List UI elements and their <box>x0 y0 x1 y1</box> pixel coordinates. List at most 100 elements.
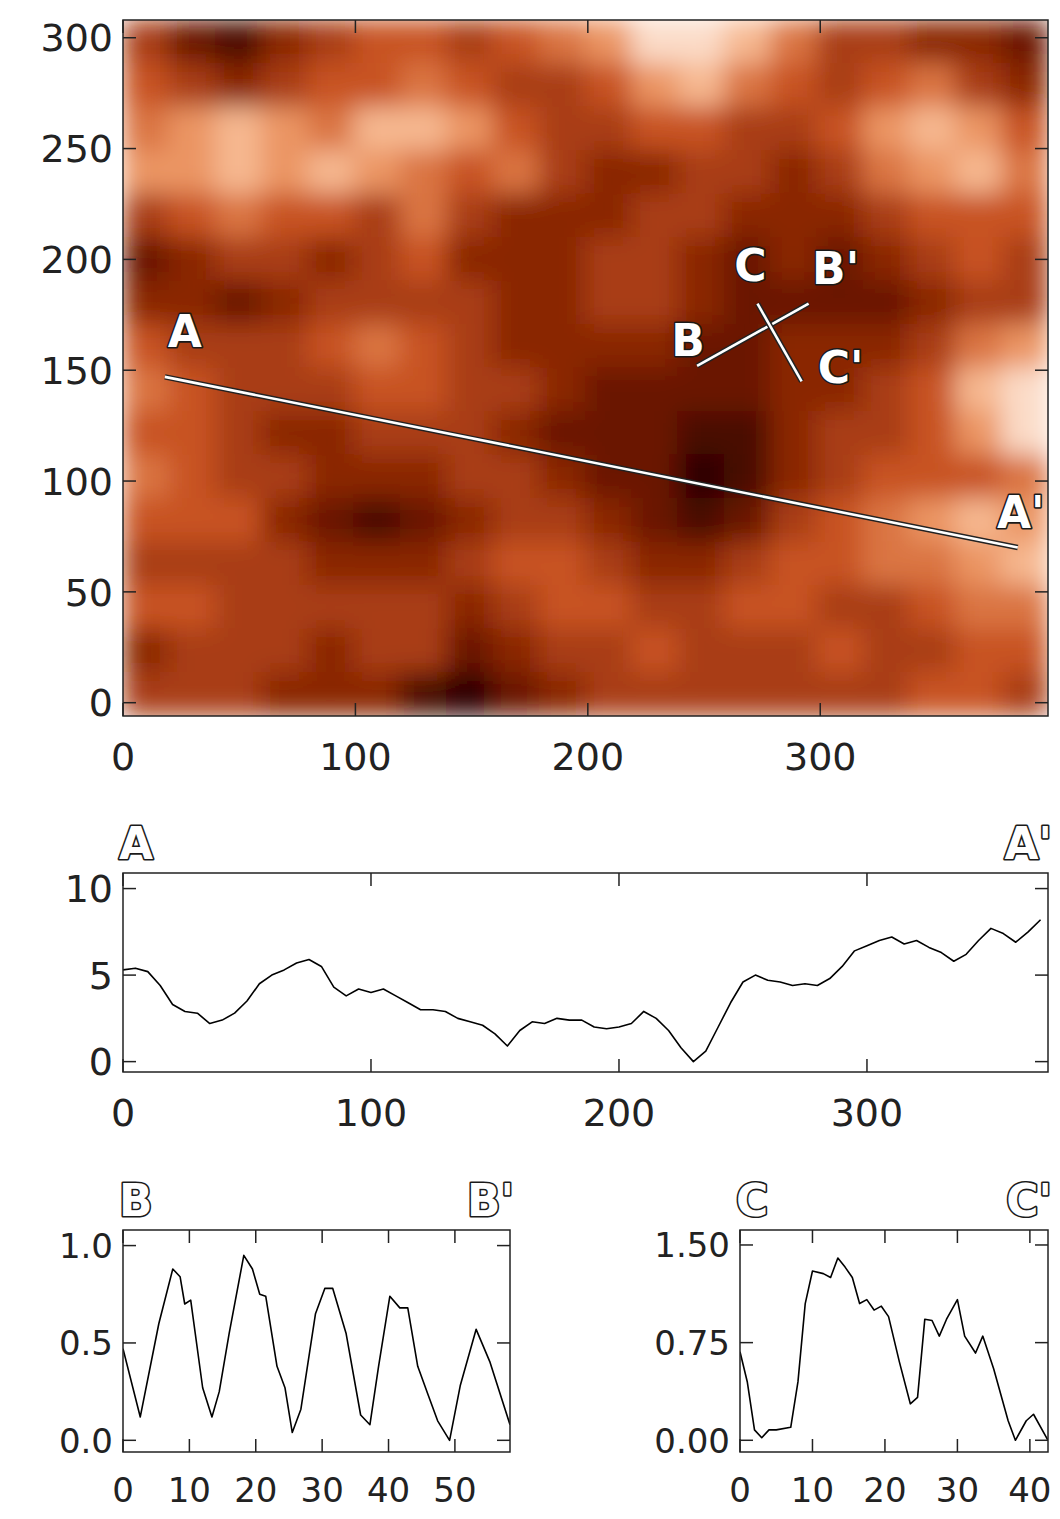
tick-label: 10 <box>791 1470 834 1510</box>
cell <box>123 107 170 152</box>
tick-label: 10 <box>65 867 113 911</box>
cell <box>678 150 725 195</box>
tick-mark <box>957 1439 959 1452</box>
tick-mark <box>618 1059 620 1072</box>
label: B <box>119 1175 153 1226</box>
cell <box>308 281 355 326</box>
cell <box>909 63 956 108</box>
panel-titles: BB' <box>119 1175 514 1226</box>
cell <box>909 542 956 587</box>
plot-bg <box>123 1230 510 1452</box>
cell <box>585 107 632 152</box>
cell <box>955 63 1002 108</box>
cell <box>493 237 540 282</box>
cell <box>123 194 170 239</box>
cell <box>354 324 401 369</box>
tick-mark <box>819 703 821 716</box>
cell <box>1001 368 1048 413</box>
cell <box>909 20 956 64</box>
cell <box>816 107 863 152</box>
cell <box>123 368 170 413</box>
profile <box>123 920 1041 1062</box>
cell <box>724 368 771 413</box>
series <box>123 1255 510 1440</box>
tick-label: 200 <box>583 1091 656 1135</box>
cell <box>678 411 725 456</box>
cell <box>631 20 678 64</box>
tick-mark <box>370 873 372 886</box>
cell <box>816 194 863 239</box>
cell <box>261 237 308 282</box>
cell <box>493 107 540 152</box>
cell <box>400 672 447 716</box>
tick-label: 40 <box>1008 1470 1051 1510</box>
tick-label: 250 <box>40 127 113 171</box>
tick-mark <box>740 1440 753 1442</box>
cell <box>215 324 262 369</box>
cell <box>631 629 678 674</box>
tick-mark <box>812 1439 814 1452</box>
cell <box>261 324 308 369</box>
tick-mark <box>1029 1230 1031 1243</box>
tick-label: 100 <box>319 735 392 779</box>
cell <box>863 194 910 239</box>
cell <box>724 150 771 195</box>
cell <box>446 585 493 630</box>
tick-mark <box>1035 480 1048 482</box>
tick-mark <box>123 148 136 150</box>
tick-mark <box>189 1230 191 1243</box>
tick-mark <box>812 1230 814 1243</box>
label: C' <box>1006 1175 1052 1226</box>
cell <box>123 324 170 369</box>
tick-label: 100 <box>40 460 113 504</box>
plot-bg <box>740 1230 1048 1452</box>
cell <box>816 542 863 587</box>
tick-mark <box>123 1245 136 1247</box>
cell <box>493 63 540 108</box>
cell <box>446 368 493 413</box>
cell <box>631 194 678 239</box>
cell <box>446 498 493 543</box>
cell <box>354 150 401 195</box>
cell <box>493 150 540 195</box>
cell <box>955 585 1002 630</box>
tick-mark <box>1035 259 1048 261</box>
cell <box>678 542 725 587</box>
cell <box>215 672 262 716</box>
cell <box>1001 585 1048 630</box>
profile <box>740 1258 1048 1440</box>
frame <box>740 1230 1048 1452</box>
tick-mark <box>388 1439 390 1452</box>
plot-bg <box>123 873 1048 1072</box>
cell <box>493 629 540 674</box>
cell <box>631 107 678 152</box>
cell <box>1001 411 1048 456</box>
label: A <box>168 306 202 357</box>
cell <box>770 672 817 716</box>
series <box>740 1258 1048 1440</box>
cell <box>539 411 586 456</box>
cell <box>215 585 262 630</box>
cell <box>955 20 1002 64</box>
cell <box>215 455 262 500</box>
cell <box>770 455 817 500</box>
cell <box>585 672 632 716</box>
label: A <box>119 818 153 869</box>
cell <box>308 150 355 195</box>
cell <box>770 368 817 413</box>
cell <box>493 194 540 239</box>
cell <box>400 498 447 543</box>
profile-line-outline <box>757 304 801 382</box>
tick-mark <box>321 1230 323 1243</box>
cell <box>909 150 956 195</box>
frame <box>123 1230 510 1452</box>
panel-titles: CC' <box>736 1175 1052 1226</box>
cell <box>585 63 632 108</box>
tick-mark <box>123 1342 136 1344</box>
cell <box>169 672 216 716</box>
cell <box>1001 237 1048 282</box>
cell <box>816 672 863 716</box>
profile-lines <box>165 304 1018 548</box>
cell <box>539 237 586 282</box>
tick-mark <box>740 1342 753 1344</box>
